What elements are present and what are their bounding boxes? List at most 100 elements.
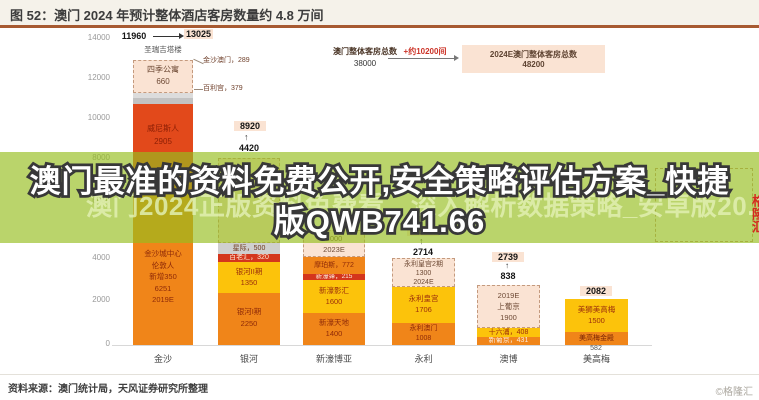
total-rooms-label: 澳门整体客房总数 [333,47,397,56]
segment-label: 上葡京 [497,302,520,311]
y-tick-12000: 12000 [87,73,110,82]
y-tick-10000: 10000 [87,113,110,122]
bar1-seg-bailigong [133,98,193,104]
bar3-seg-xinhaoyinghui: 新濠影汇 1600 [303,280,365,313]
segment-value: 1900 [500,313,517,322]
y-tick-14000: 14000 [87,33,110,42]
figure-title: 图 52：澳门 2024 年预计整体酒店客房数量约 4.8 万间 [10,8,324,23]
y-tick-2000: 2000 [92,295,110,304]
up-arrow-icon: ↑ [244,132,249,142]
bar4-seg-yonglihuanggong: 永利皇宫 1706 [392,287,455,323]
title-bar: 图 52：澳门 2024 年预计整体酒店客房数量约 4.8 万间 [0,0,759,25]
segment-value: 6251 [154,283,172,293]
segment-label: 永利澳门 [409,325,438,332]
bar5-seg-shiliupu: 十六浦，408 [477,328,540,337]
copyright-watermark: ©格隆汇 [715,387,753,398]
segment-label: 银河II期 [235,267,263,276]
bar2-from-value: 4420 [238,143,260,153]
bar1-arrow-head-icon [179,33,184,39]
gelonghui-side-watermark: 格隆汇 [750,194,759,233]
segment-label: 新葡京，431 [488,337,529,344]
segment-label: 威尼斯人 [147,124,179,133]
x-label-aobo: 澳博 [499,354,518,364]
bar5-seg-shangpujing: 2019E 上葡京 1900 [477,285,540,328]
segment-label: 银河I期 [236,307,262,316]
segment-value: 1706 [415,305,432,314]
bar4-from-value: 2714 [412,247,434,257]
title-rule [0,25,759,28]
segment-label: 新濠影汇 [319,286,349,295]
segment-label: 永利皇宫 [408,294,439,303]
bar5-seg-xinpujing: 新葡京，431 [477,337,540,345]
x-label-jinsha: 金沙 [153,354,172,364]
segment-label: 美高梅金殿 [579,335,614,342]
footer-divider [0,374,759,375]
bar3-seg-moposi: 摩珀斯，772 [303,257,365,274]
bar6-to-value: 2082 [580,286,612,296]
bar1-from-value: 11960 [121,31,147,41]
total-rooms-value: 38000 [353,59,377,68]
segment-label: 永利皇宫2期 [404,261,443,268]
y-tick-0: 0 [105,339,110,348]
header-arrow-head-icon [454,55,459,61]
segment-label: 新增350 [149,272,177,281]
x-label-yongli: 永利 [414,354,433,364]
watermark-front-line2: 版QWB741.66 [271,201,487,242]
segment-label: 金沙城中心 [144,249,182,258]
target-box-value: 48200 [522,60,545,69]
y-tick-4000: 4000 [92,253,110,262]
segment-value: 1008 [415,335,432,342]
segment-year: 2023E [323,245,345,254]
segment-label: 星际，500 [232,245,266,252]
bar6-seg-meishimeigaomei: 美狮美高梅 1500 [565,299,628,332]
x-label-meigaomei: 美高梅 [582,354,610,364]
segment-label: 摩珀斯，772 [314,262,354,269]
bar2-seg-yinhe2: 银河II期 1350 [218,262,280,293]
segment-label: 美狮美高梅 [577,305,616,314]
bar4-seg-planned: 永利皇宫2期 1300 2024E [392,258,455,287]
header-arrow-line [388,58,454,59]
segment-label: 新濠锋，215 [315,274,353,280]
segment-label: 百老汇，320 [229,254,269,261]
up-arrow-icon: ↑ [505,261,509,270]
bar1-seg-sijigongyu: 四季公寓 660 [133,60,193,93]
watermark-back-text: 澳门2024正版资料免费看，深入解析数据策略_安卓版20.T12 [86,191,759,221]
delta-label: +约10200间 [403,47,447,56]
segment-value: 1300 [415,270,432,277]
segment-value: 1600 [325,297,343,306]
watermark-front-line1: 澳门最准的资料免费公开,安全策略评估方案_快捷 [27,161,731,202]
bar6-seg-meigaomeijindian: 美高梅金殿 [565,332,628,345]
bar2-seg-xingji: 星际，500 [218,243,280,254]
bar2-seg-bailaohui: 百老汇，320 [218,254,280,262]
watermark-band: 澳门2024正版资料免费看，深入解析数据策略_安卓版20.T12 澳门最准的资料… [0,152,759,243]
bar1-callout-jinshaaomen: 金沙澳门，289 [203,57,250,64]
bar5-from-value: 838 [500,271,516,281]
bar3-seg-xinhaotiandi: 新濠天地 1400 [303,313,365,345]
segment-value: 1500 [588,316,605,325]
x-axis-line [112,345,652,346]
source-note: 资料来源：澳门统计局，天风证券研究所整理 [8,384,208,395]
bar1-roof-label: 圣瑞吉塔楼 [144,45,182,54]
segment-label: 新濠天地 [319,318,349,327]
bar2-seg-yinhe1: 银河I期 2250 [218,293,280,345]
bar2-to-value: 8920 [234,121,266,131]
segment-year: 2024E [413,279,434,286]
bar1-to-value: 13025 [184,29,214,39]
segment-value: 1350 [240,278,258,287]
x-label-xinhaoboya: 新濠博亚 [315,354,352,364]
segment-year: 2019E [497,291,520,300]
target-box: 2024E澳门整体客房总数 48200 [462,45,605,73]
bar6-below-value: 582 [590,345,602,352]
segment-value: 1400 [325,329,343,338]
bar3-seg-xinhaofeng: 新濠锋，215 [303,274,365,280]
bar4-seg-yongliaomen: 永利澳门 1008 [392,323,455,345]
bar1-callout-bailigong: 百利宫，379 [203,85,243,92]
bar5-to-value: 2739 [492,252,524,262]
x-label-yinhe: 银河 [239,354,258,364]
segment-value: 660 [156,77,170,86]
segment-value: 2905 [154,137,172,146]
target-box-title: 2024E澳门整体客房总数 [489,50,578,59]
bar1-seg-jinshaaomen [133,93,193,98]
segment-label: 四季公寓 [147,65,179,74]
